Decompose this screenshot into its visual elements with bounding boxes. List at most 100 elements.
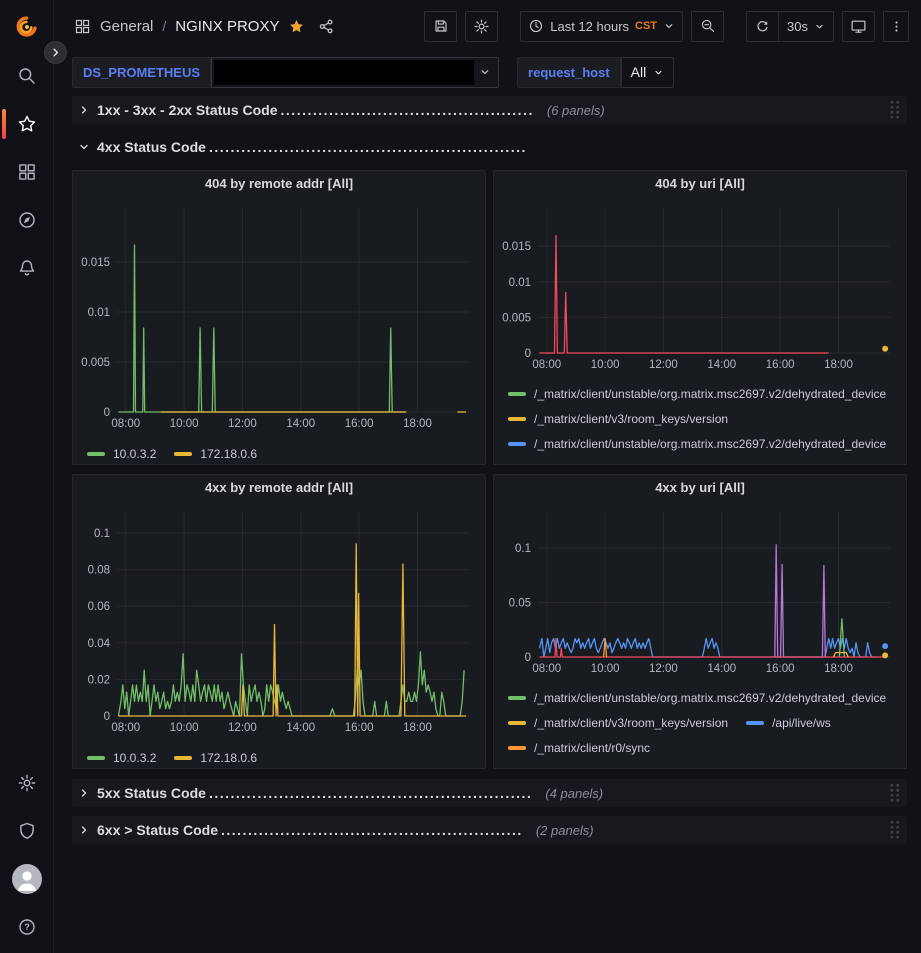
legend-item[interactable]: /_matrix/client/unstable/org.matrix.msc2… — [508, 386, 886, 401]
series-line — [774, 544, 826, 658]
panel-title[interactable]: 404 by remote addr [All] — [204, 176, 354, 191]
series-name: 172.18.0.6 — [200, 446, 258, 461]
svg-text:0.1: 0.1 — [515, 543, 531, 555]
panel-title[interactable]: 4xx by remote addr [All] — [204, 480, 354, 495]
chevron-down-icon — [481, 70, 489, 75]
row-header-6xx-status-code[interactable]: 6xx > Status Code.......................… — [72, 816, 907, 844]
nav-sidebar: ? — [0, 0, 54, 953]
legend-item[interactable]: /_matrix/client/v3/room_keys/version — [508, 461, 728, 465]
row-panel-count: (4 panels) — [545, 785, 604, 801]
row-drag-handle[interactable] — [889, 100, 901, 120]
series-point-marker — [882, 345, 889, 352]
refresh-button[interactable] — [747, 12, 778, 41]
dashboard-settings-button[interactable] — [465, 10, 499, 42]
svg-text:0: 0 — [525, 652, 531, 664]
datasource-picker-dropdown[interactable] — [211, 56, 500, 88]
legend-item[interactable]: /_matrix/client/unstable/org.matrix.msc2… — [508, 690, 886, 705]
series-color-swatch — [508, 745, 526, 750]
refresh-icon — [757, 20, 768, 31]
series-color-swatch — [87, 451, 105, 456]
shield-icon — [19, 822, 34, 839]
chart-plot[interactable]: 08:00 10:00 12:00 14:00 16:00 18:00 0 0.05 0.1 — [494, 501, 906, 679]
time-range-picker[interactable]: Last 12 hours CST — [520, 10, 684, 42]
row-header-1xx-3xx-2xx-status-code[interactable]: 1xx - 3xx - 2xx Status Code.............… — [72, 96, 907, 124]
series-color-swatch — [508, 720, 526, 725]
series-color-swatch — [508, 391, 526, 396]
row-drag-handle[interactable] — [889, 783, 901, 803]
favorite-star-icon[interactable] — [288, 18, 305, 35]
row-header-4xx-status-code[interactable]: 4xx Status Code.........................… — [72, 133, 907, 161]
series-color-swatch — [87, 755, 105, 760]
sidebar-item-starred[interactable] — [0, 100, 54, 148]
legend-item[interactable]: /_matrix/client/v3/room_keys/version — [508, 411, 728, 426]
svg-text:10:00: 10:00 — [170, 722, 199, 734]
dashboard-header: General / NGINX PROXY — [54, 0, 921, 52]
row-header-5xx-status-code[interactable]: 5xx Status Code.........................… — [72, 779, 907, 807]
svg-text:18:00: 18:00 — [403, 722, 432, 734]
panel-4xx-by-uri-all: 4xx by uri [All] 08:00 10:00 12:00 14:00 16:0… — [493, 474, 907, 769]
svg-text:0.05: 0.05 — [509, 598, 531, 610]
zoom-out-time-button[interactable] — [691, 10, 725, 42]
sidebar-item-alerting[interactable] — [0, 244, 54, 292]
request-host-value-dropdown[interactable]: All — [620, 56, 675, 88]
panel-title[interactable]: 404 by uri [All] — [655, 176, 745, 191]
chevron-right-icon — [81, 106, 87, 114]
sidebar-item-explore[interactable] — [0, 196, 54, 244]
legend-item[interactable]: /_matrix/client/unstable/org.matrix.msc2… — [508, 436, 886, 451]
svg-text:0.005: 0.005 — [81, 357, 110, 369]
refresh-interval-select[interactable]: 30s — [778, 11, 833, 41]
breadcrumb-dashboard-title[interactable]: NGINX PROXY — [175, 17, 280, 35]
sidebar-item-profile[interactable] — [0, 855, 54, 903]
chart-plot[interactable]: 08:00 10:00 12:00 14:00 16:00 18:00 0 0.005 0.01… — [73, 197, 485, 434]
series-line — [118, 543, 467, 717]
legend-item[interactable]: 172.18.0.6 — [174, 446, 257, 461]
breadcrumb-folder[interactable]: General — [100, 17, 154, 35]
refresh-interval-value: 30s — [787, 18, 808, 34]
request-host-variable-label: request_host — [517, 56, 621, 88]
svg-text:0.06: 0.06 — [88, 601, 110, 613]
sidebar-item-server-admin[interactable] — [0, 807, 54, 855]
kiosk-mode-button[interactable] — [842, 10, 875, 42]
chart-plot[interactable]: 08:00 10:00 12:00 14:00 16:00 18:00 0 0.005 0.01… — [494, 197, 906, 375]
series-name: /_matrix/client/unstable/org.matrix.msc2… — [534, 766, 886, 769]
legend-item[interactable]: 10.0.3.2 — [87, 750, 156, 765]
sidebar-item-configuration[interactable] — [0, 759, 54, 807]
legend-item[interactable]: /_matrix/client/r0/sync — [508, 740, 650, 755]
chevron-down-icon — [816, 24, 823, 28]
legend-item[interactable]: /_matrix/client/unstable/org.matrix.msc2… — [508, 765, 886, 769]
search-icon — [18, 68, 35, 84]
row-title: 4xx Status Code — [97, 139, 206, 155]
svg-text:0.015: 0.015 — [502, 241, 531, 253]
svg-text:18:00: 18:00 — [403, 418, 432, 430]
svg-text:12:00: 12:00 — [228, 418, 257, 430]
save-dashboard-button[interactable] — [424, 10, 458, 42]
legend-item[interactable]: /sw.js — [746, 461, 801, 465]
more-options-button[interactable] — [883, 10, 909, 42]
series-line — [117, 651, 465, 717]
panel-title[interactable]: 4xx by uri [All] — [655, 480, 745, 495]
sidebar-item-help[interactable]: ? — [0, 903, 54, 951]
series-color-swatch — [746, 720, 765, 725]
legend-item[interactable]: /_matrix/client/v3/room_keys/version — [508, 715, 728, 730]
row-panel-count: (2 panels) — [535, 822, 594, 838]
legend-item[interactable]: /api/live/ws — [746, 715, 831, 730]
svg-text:16:00: 16:00 — [345, 722, 374, 734]
svg-text:0: 0 — [104, 711, 110, 723]
chart-plot[interactable]: 08:00 10:00 12:00 14:00 16:00 18:00 0 0.02 0.04 0… — [73, 501, 485, 738]
svg-text:0.01: 0.01 — [509, 277, 531, 289]
monitor-icon — [851, 20, 866, 33]
legend-item[interactable]: 172.18.0.6 — [174, 750, 257, 765]
gear-icon — [18, 774, 35, 792]
series-name: 10.0.3.2 — [113, 446, 157, 461]
svg-text:08:00: 08:00 — [111, 722, 140, 734]
sidebar-expand-button[interactable] — [44, 41, 67, 64]
series-point-marker — [882, 652, 889, 659]
grafana-logo[interactable] — [0, 0, 53, 52]
panel-4xx-by-remote-addr-all: 4xx by remote addr [All] 08:00 10:00 12:00 1… — [72, 474, 486, 769]
legend-item[interactable]: 10.0.3.2 — [87, 446, 156, 461]
share-icon[interactable] — [318, 18, 335, 35]
row-drag-handle[interactable] — [889, 820, 901, 840]
sidebar-item-dashboards[interactable] — [0, 148, 54, 196]
sidebar-item-search[interactable] — [0, 52, 54, 100]
